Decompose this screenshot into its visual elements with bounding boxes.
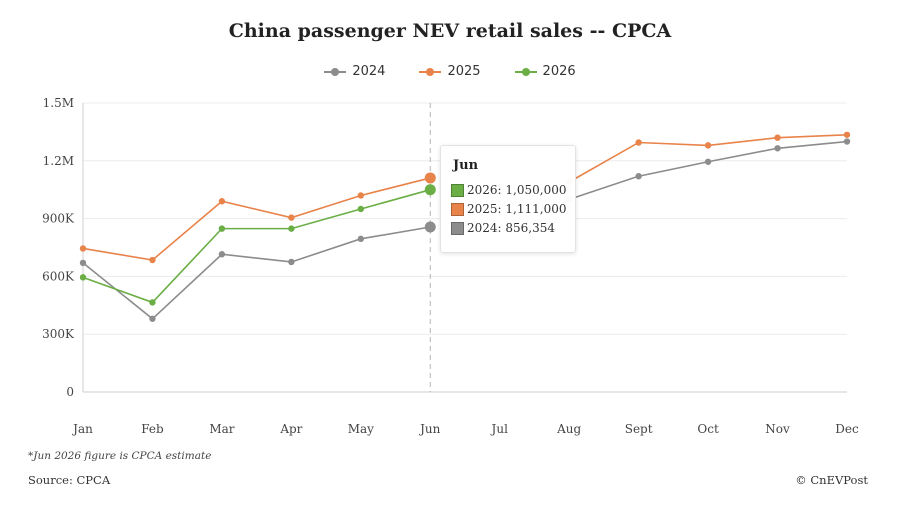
data-point-2026 (218, 225, 226, 232)
legend-swatch (514, 66, 537, 78)
series-line-2024 (82, 226, 431, 320)
tooltip-value: 2026: 1,050,000 (467, 183, 567, 197)
source-note: Source: CPCA (28, 473, 111, 487)
data-point-2024 (424, 221, 436, 233)
chart-legend: 2024 2025 2026 (0, 64, 900, 79)
tooltip-row: 2024: 856,354 (451, 221, 555, 235)
legend-label: 2024 (352, 64, 386, 79)
series-line-2025 (82, 177, 431, 261)
x-tick-label: Feb (141, 422, 164, 436)
data-point-2026 (79, 274, 87, 281)
data-point-2025 (843, 131, 851, 138)
footnote: *Jun 2026 figure is CPCA estimate (28, 450, 212, 462)
data-point-2025 (79, 245, 87, 252)
legend-swatch (324, 66, 347, 78)
data-point-2025 (704, 142, 712, 149)
tooltip-swatch (451, 221, 464, 235)
series-line-2026 (82, 188, 431, 304)
data-point-2025 (424, 172, 436, 184)
x-tick-label: Jul (490, 422, 509, 436)
x-tick-label: Dec (835, 422, 859, 436)
y-tick-label: 300K (42, 327, 75, 341)
x-tick-label: Nov (765, 422, 790, 436)
y-tick-label: 0 (66, 385, 74, 399)
data-point-2024 (79, 259, 87, 267)
data-point-2024 (704, 158, 712, 165)
y-tick-label: 1.2M (43, 154, 74, 168)
data-point-2025 (635, 139, 642, 146)
chart-title: China passenger NEV retail sales -- CPCA (228, 20, 672, 42)
legend-item-2026[interactable]: 2026 (514, 64, 576, 79)
data-point-2024 (843, 138, 851, 145)
tooltip-swatch (451, 183, 464, 197)
tooltip-swatch (451, 202, 464, 216)
data-point-2025 (218, 198, 226, 205)
data-point-2026 (424, 184, 436, 196)
x-tick-label: Mar (209, 422, 234, 436)
legend-item-2024[interactable]: 2024 (324, 64, 385, 79)
data-point-2024 (774, 145, 781, 152)
legend-item-2025[interactable]: 2025 (419, 64, 481, 79)
y-tick-label: 1.5M (43, 96, 74, 110)
x-tick-label: Aug (556, 422, 581, 436)
hover-tooltip: Jun 2026: 1,050,000 2025: 1,111,000 2024: … (440, 145, 576, 253)
y-tick-label: 600K (42, 269, 75, 283)
data-point-2026 (149, 299, 156, 306)
data-point-2025 (288, 214, 295, 221)
x-tick-label: Oct (697, 422, 719, 436)
series-line-2024 (568, 140, 848, 201)
legend-label: 2025 (447, 64, 481, 79)
tooltip-value: 2025: 1,111,000 (467, 202, 567, 216)
data-point-2024 (288, 258, 295, 266)
x-tick-label: Jan (71, 422, 93, 436)
data-point-2024 (149, 315, 156, 322)
y-tick-label: 900K (42, 212, 75, 226)
legend-label: 2026 (542, 64, 576, 79)
data-point-2026 (357, 205, 365, 213)
data-point-2024 (218, 251, 226, 258)
x-tick-label: Sept (625, 422, 653, 436)
data-point-2025 (774, 134, 781, 141)
data-point-2024 (357, 235, 365, 243)
data-point-2024 (635, 173, 642, 180)
x-tick-label: Jun (418, 422, 441, 436)
tooltip-title: Jun (453, 158, 479, 173)
tooltip-row: 2026: 1,050,000 (451, 183, 566, 197)
legend-swatch (419, 66, 442, 78)
x-tick-label: May (348, 422, 374, 436)
series-line-2025 (568, 133, 848, 183)
tooltip-value: 2024: 856,354 (467, 221, 556, 235)
tooltip-row: 2025: 1,111,000 (451, 202, 566, 216)
x-tick-label: Apr (279, 422, 302, 436)
data-point-2026 (288, 225, 295, 232)
data-point-2025 (149, 256, 156, 264)
credit-note: © CnEVPost (795, 473, 868, 487)
data-point-2025 (357, 192, 365, 199)
